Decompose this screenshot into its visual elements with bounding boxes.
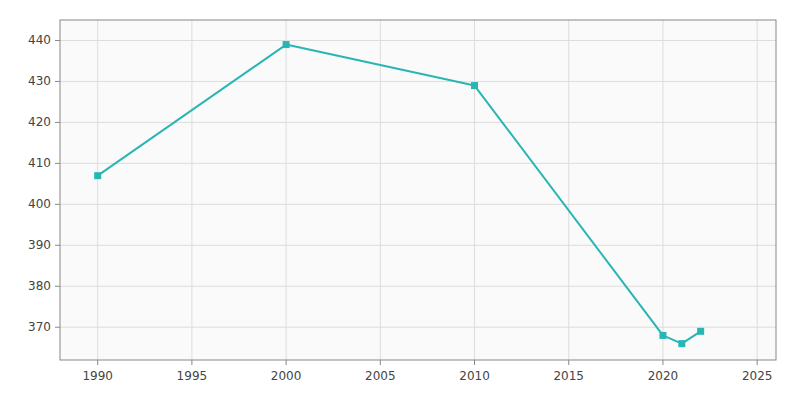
y-grid-line [60,40,776,41]
series-line [98,45,701,344]
y-tick-label: 390 [28,238,51,252]
x-grid-line [757,20,758,360]
x-tick-label: 1990 [82,369,113,383]
y-tick [55,40,60,41]
x-tick-label: 2005 [365,369,396,383]
x-tick [380,360,381,365]
x-tick-label: 1995 [177,369,208,383]
point-marker [697,328,704,335]
y-grid-line [60,327,776,328]
x-grid-line [474,20,475,360]
y-tick [55,286,60,287]
x-tick-label: 2020 [648,369,679,383]
y-tick-label: 440 [28,33,51,47]
y-tick-label: 400 [28,197,51,211]
point-marker [283,41,290,48]
x-tick-label: 2010 [459,369,490,383]
x-grid-line [191,20,192,360]
x-tick [97,360,98,365]
x-tick [662,360,663,365]
x-grid-line [568,20,569,360]
chart-container: 1990 1995 2000 2005 2010 2015 2020 2025 370 380 39… [0,0,800,400]
point-marker [471,82,478,89]
plot-frame [60,20,776,360]
grid [60,20,776,360]
y-tick [55,204,60,205]
y-tick [55,122,60,123]
x-grid-line [380,20,381,360]
y-grid-line [60,286,776,287]
x-grid-line [97,20,98,360]
y-grid-line [60,204,776,205]
y-tick-label: 420 [28,115,51,129]
y-grid-line [60,122,776,123]
x-grid-line [662,20,663,360]
y-tick-label: 380 [28,279,51,293]
plot-background [60,20,776,360]
x-tick [757,360,758,365]
y-grid-line [60,163,776,164]
y-grid-line [60,81,776,82]
x-tick [286,360,287,365]
data-layer [94,41,704,347]
x-tick-label: 2015 [553,369,584,383]
x-tick-label: 2000 [271,369,302,383]
y-tick [55,245,60,246]
point-marker [678,340,685,347]
x-tick [568,360,569,365]
x-grid-line [286,20,287,360]
y-tick [55,163,60,164]
chart-svg: 1990 1995 2000 2005 2010 2015 2020 2025 370 380 39… [0,0,800,400]
axes: 1990 1995 2000 2005 2010 2015 2020 2025 370 380 39… [28,20,776,383]
point-marker [94,172,101,179]
y-tick-label: 370 [28,320,51,334]
y-tick [55,81,60,82]
point-marker [659,332,666,339]
y-tick-label: 430 [28,74,51,88]
y-tick-label: 410 [28,156,51,170]
y-tick [55,327,60,328]
y-grid-line [60,245,776,246]
x-tick-label: 2025 [742,369,773,383]
x-tick [474,360,475,365]
x-tick [191,360,192,365]
